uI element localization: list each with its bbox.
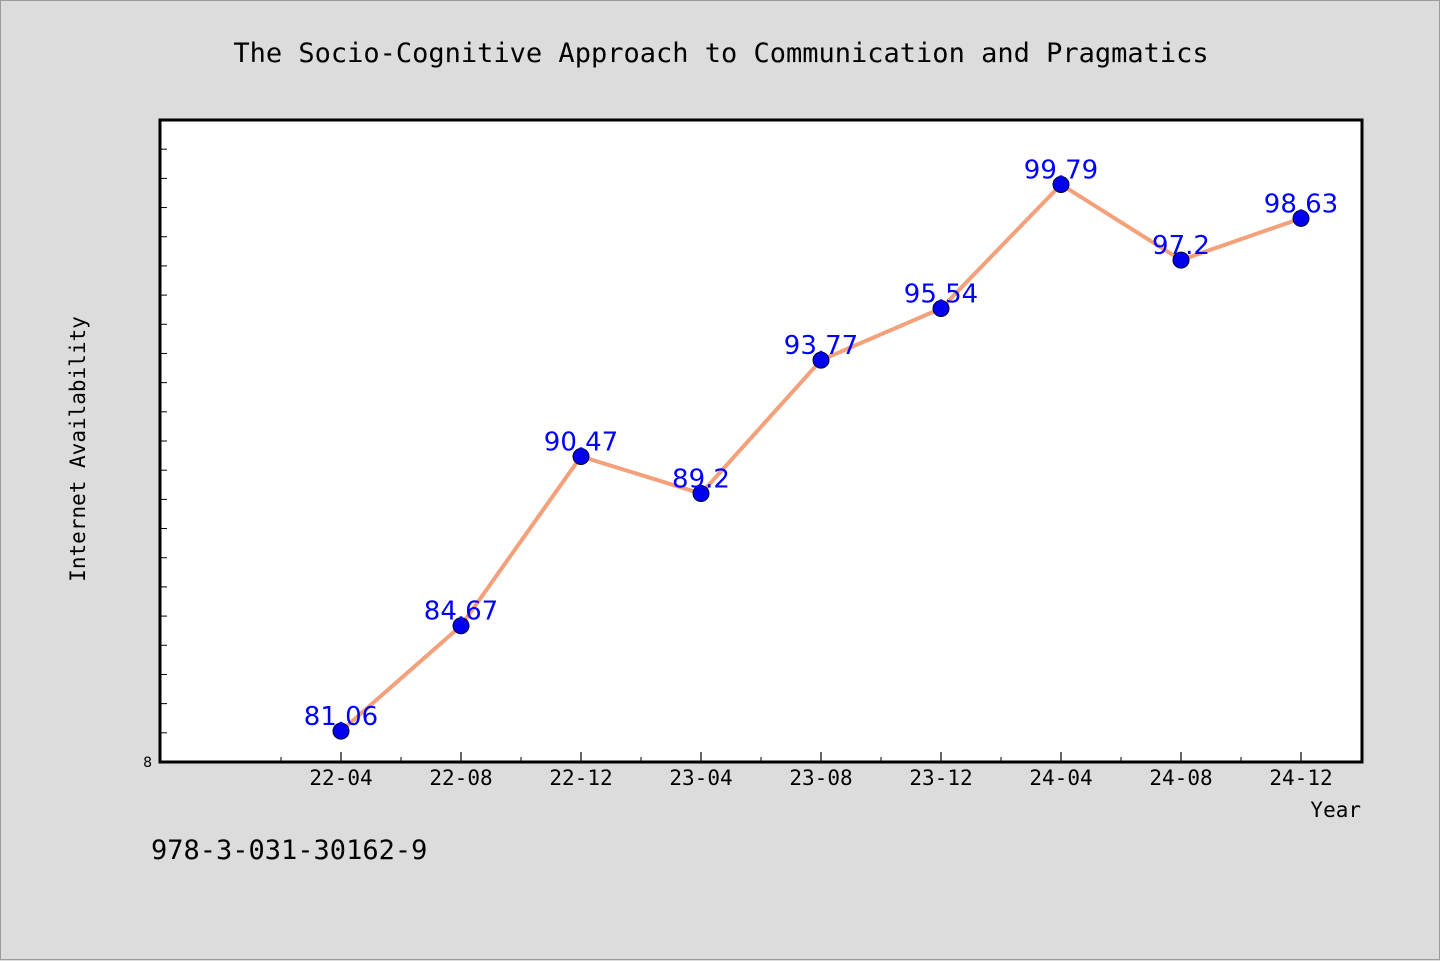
data-label: 89.2 (672, 465, 730, 495)
y-axis-ticks (160, 148, 167, 734)
data-label: 84.67 (424, 597, 498, 627)
data-label: 98.63 (1264, 189, 1338, 219)
x-tick-label: 24-08 (1149, 766, 1212, 790)
series-line-segment (459, 454, 583, 628)
series-lines (339, 182, 1303, 734)
data-label: 95.54 (904, 280, 978, 310)
plot-area (158, 118, 1364, 764)
data-point (1172, 251, 1190, 269)
series-line-segment (939, 182, 1063, 311)
x-tick-label: 24-04 (1029, 766, 1092, 790)
series-line-segment (1059, 182, 1183, 263)
data-label: 97.2 (1152, 231, 1210, 261)
y-tick-label: 8 (143, 755, 152, 771)
data-label: 90.47 (544, 427, 618, 457)
series-points (332, 175, 1310, 740)
data-label: 81.06 (304, 702, 378, 732)
x-axis-tick-labels: 22-04 22-08 22-12 23-04 23-08 23-12 24-04 24-08… (309, 766, 1332, 790)
data-point (812, 351, 830, 369)
data-point (332, 722, 350, 740)
x-tick-label: 23-12 (909, 766, 972, 790)
x-tick-label: 24-12 (1269, 766, 1332, 790)
x-tick-label: 23-04 (669, 766, 732, 790)
x-axis-title: Year (1310, 798, 1361, 822)
chart-title: The Socio-Cognitive Approach to Communic… (233, 38, 1208, 69)
x-axis-ticks (280, 752, 1362, 762)
x-tick-label: 22-12 (549, 766, 612, 790)
y-axis-title: Internet Availability (66, 316, 90, 582)
x-tick-label: 23-08 (789, 766, 852, 790)
data-label: 93.77 (784, 331, 858, 361)
data-labels: 81.06 84.67 90.47 89.2 93.77 95.54 99.79 97.2 98… (304, 155, 1338, 732)
isbn-code: 978-3-031-30162-9 (151, 835, 428, 866)
series-line-segment (699, 358, 823, 496)
series-line-segment (579, 454, 703, 496)
x-tick-label: 22-08 (429, 766, 492, 790)
series-line-segment (1179, 216, 1303, 263)
data-point (932, 300, 950, 318)
data-point (1052, 175, 1070, 193)
series-line-segment (819, 306, 943, 363)
data-point (452, 617, 470, 635)
data-label: 99.79 (1024, 155, 1098, 185)
series-line-segment (339, 623, 463, 734)
x-tick-label: 22-04 (309, 766, 372, 790)
y-axis-tick-labels: 8 (143, 755, 152, 771)
data-point (572, 447, 590, 465)
data-point (692, 485, 710, 503)
data-point (1292, 209, 1310, 227)
